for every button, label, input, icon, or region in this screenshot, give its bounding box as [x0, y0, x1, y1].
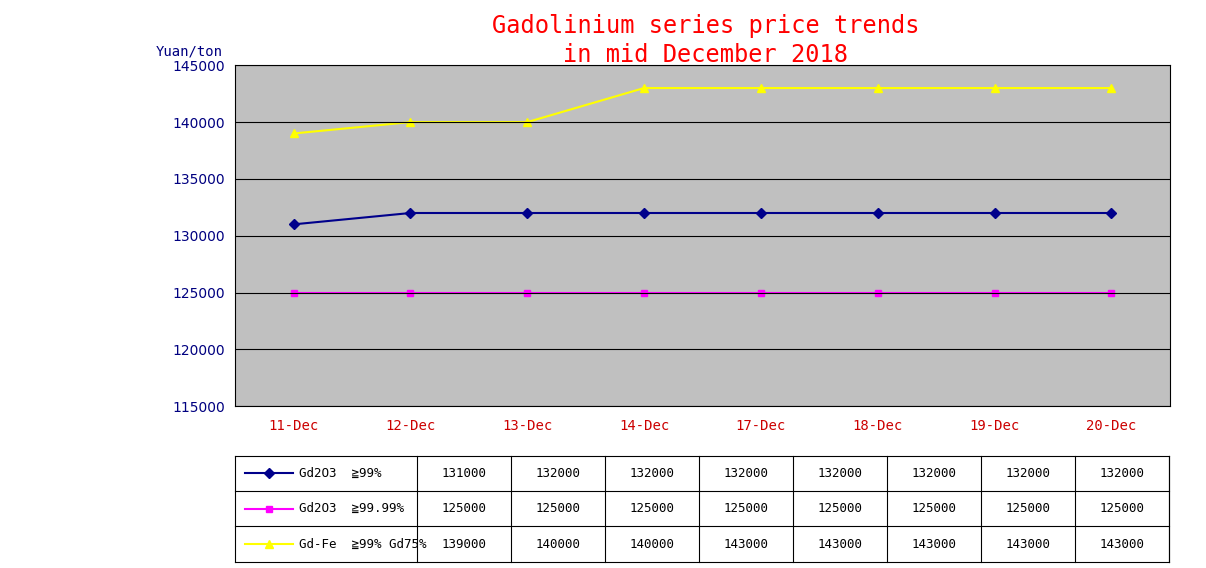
Text: 11-Dec: 11-Dec — [269, 419, 318, 433]
Text: 143000: 143000 — [1099, 538, 1144, 551]
Text: 132000: 132000 — [818, 467, 862, 480]
Text: 13-Dec: 13-Dec — [502, 419, 552, 433]
Text: Gd-Fe  ≧99% Gd75%: Gd-Fe ≧99% Gd75% — [299, 538, 427, 551]
Text: 131000: 131000 — [441, 467, 487, 480]
Text: 125000: 125000 — [630, 502, 674, 515]
Text: 139000: 139000 — [441, 538, 487, 551]
Text: 140000: 140000 — [630, 538, 674, 551]
Text: 132000: 132000 — [724, 467, 768, 480]
Text: 20-Dec: 20-Dec — [1087, 419, 1136, 433]
Text: 132000: 132000 — [535, 467, 580, 480]
Text: 19-Dec: 19-Dec — [970, 419, 1020, 433]
Text: 17-Dec: 17-Dec — [736, 419, 786, 433]
Text: 18-Dec: 18-Dec — [853, 419, 903, 433]
Text: 143000: 143000 — [1006, 538, 1050, 551]
Text: 125000: 125000 — [441, 502, 487, 515]
Text: 125000: 125000 — [1099, 502, 1144, 515]
Text: 14-Dec: 14-Dec — [619, 419, 669, 433]
Text: 125000: 125000 — [1006, 502, 1050, 515]
Text: Gadolinium series price trends: Gadolinium series price trends — [492, 14, 919, 38]
Text: 132000: 132000 — [912, 467, 956, 480]
Text: Gd2O3  ≧99%: Gd2O3 ≧99% — [299, 467, 381, 480]
Text: 132000: 132000 — [630, 467, 674, 480]
Text: 125000: 125000 — [535, 502, 580, 515]
Text: 143000: 143000 — [724, 538, 768, 551]
Text: 140000: 140000 — [535, 538, 580, 551]
Text: 125000: 125000 — [724, 502, 768, 515]
Text: 132000: 132000 — [1006, 467, 1050, 480]
Text: in mid December 2018: in mid December 2018 — [563, 43, 848, 66]
Text: 125000: 125000 — [912, 502, 956, 515]
Text: Gd2O3  ≧99.99%: Gd2O3 ≧99.99% — [299, 502, 404, 515]
Text: Yuan/ton: Yuan/ton — [156, 44, 223, 59]
Text: 12-Dec: 12-Dec — [385, 419, 435, 433]
Text: 125000: 125000 — [818, 502, 862, 515]
Text: 132000: 132000 — [1099, 467, 1144, 480]
Text: 143000: 143000 — [818, 538, 862, 551]
Text: 143000: 143000 — [912, 538, 956, 551]
